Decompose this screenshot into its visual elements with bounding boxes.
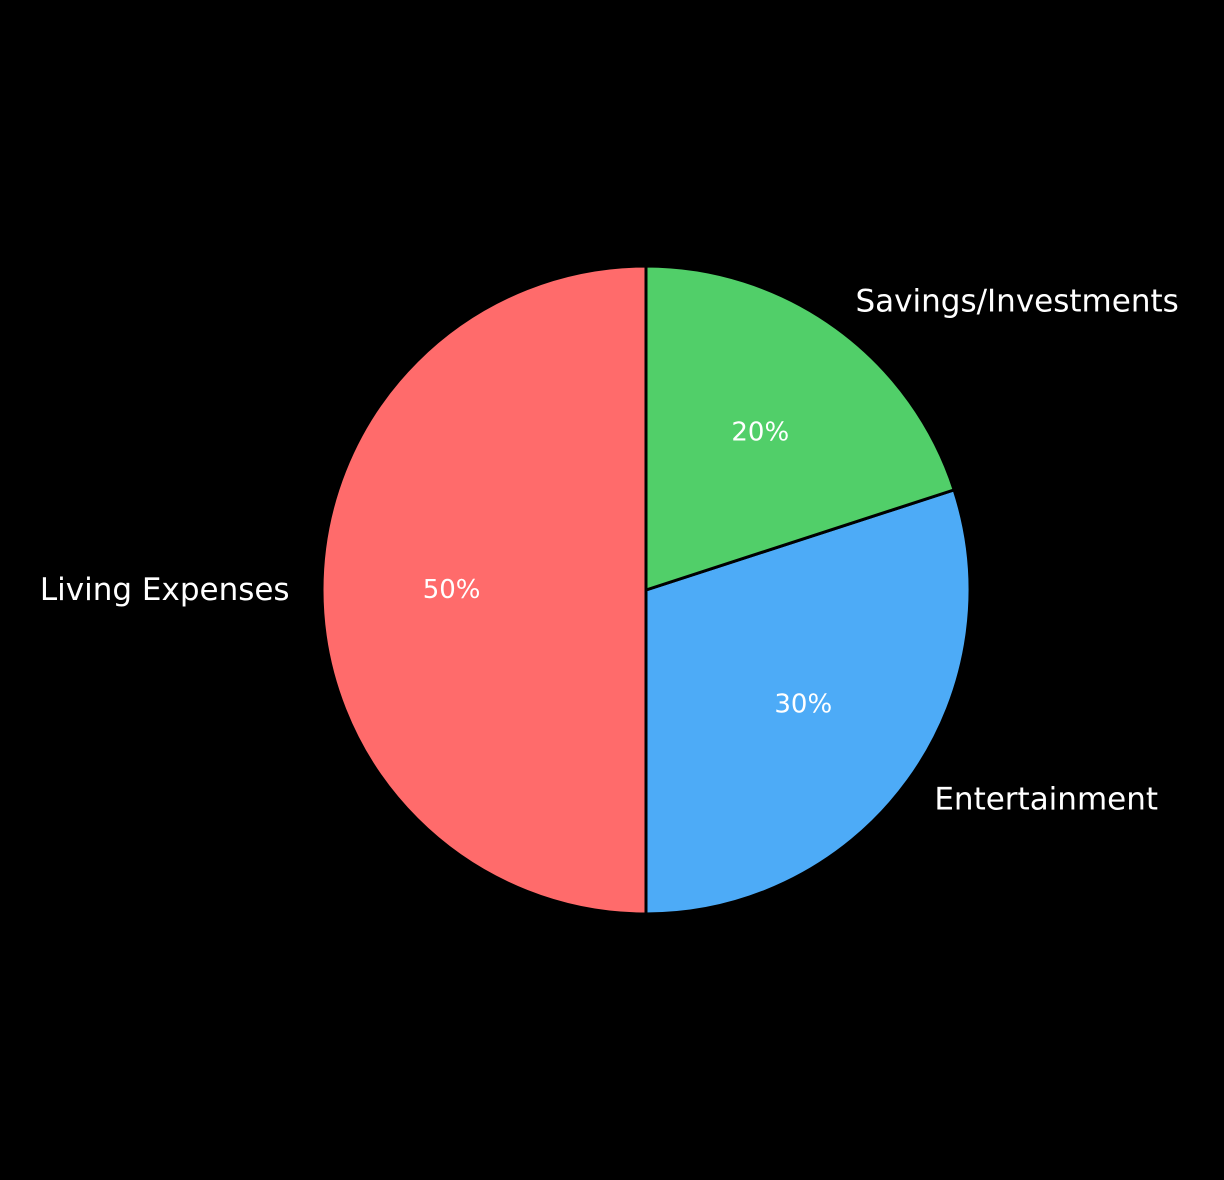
category-label: Living Expenses [40, 572, 290, 608]
pie-slice-savings-investments [644, 264, 956, 592]
category-label: Entertainment [934, 781, 1158, 817]
percent-label: 30% [774, 689, 832, 719]
percent-label: 50% [423, 575, 481, 605]
pie-slice-entertainment [644, 488, 972, 916]
percent-label: 20% [731, 418, 789, 448]
pie-wedges [320, 264, 972, 916]
category-labels: Living Expenses Entertainment Savings/Inve… [40, 284, 1179, 818]
percent-labels: 50% 30% 20% [423, 418, 832, 720]
pie-slice-living-expenses [320, 264, 648, 916]
category-label: Savings/Investments [855, 284, 1178, 320]
